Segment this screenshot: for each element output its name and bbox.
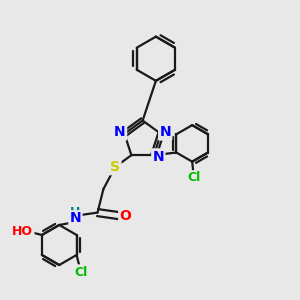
- Text: N: N: [159, 125, 171, 139]
- Text: Cl: Cl: [187, 171, 200, 184]
- Text: HO: HO: [12, 225, 33, 238]
- Text: O: O: [120, 208, 131, 223]
- Text: H: H: [70, 206, 81, 218]
- Text: N: N: [152, 150, 164, 164]
- Text: N: N: [114, 125, 126, 139]
- Text: Cl: Cl: [74, 266, 88, 279]
- Text: S: S: [110, 160, 120, 174]
- Text: N: N: [70, 212, 81, 226]
